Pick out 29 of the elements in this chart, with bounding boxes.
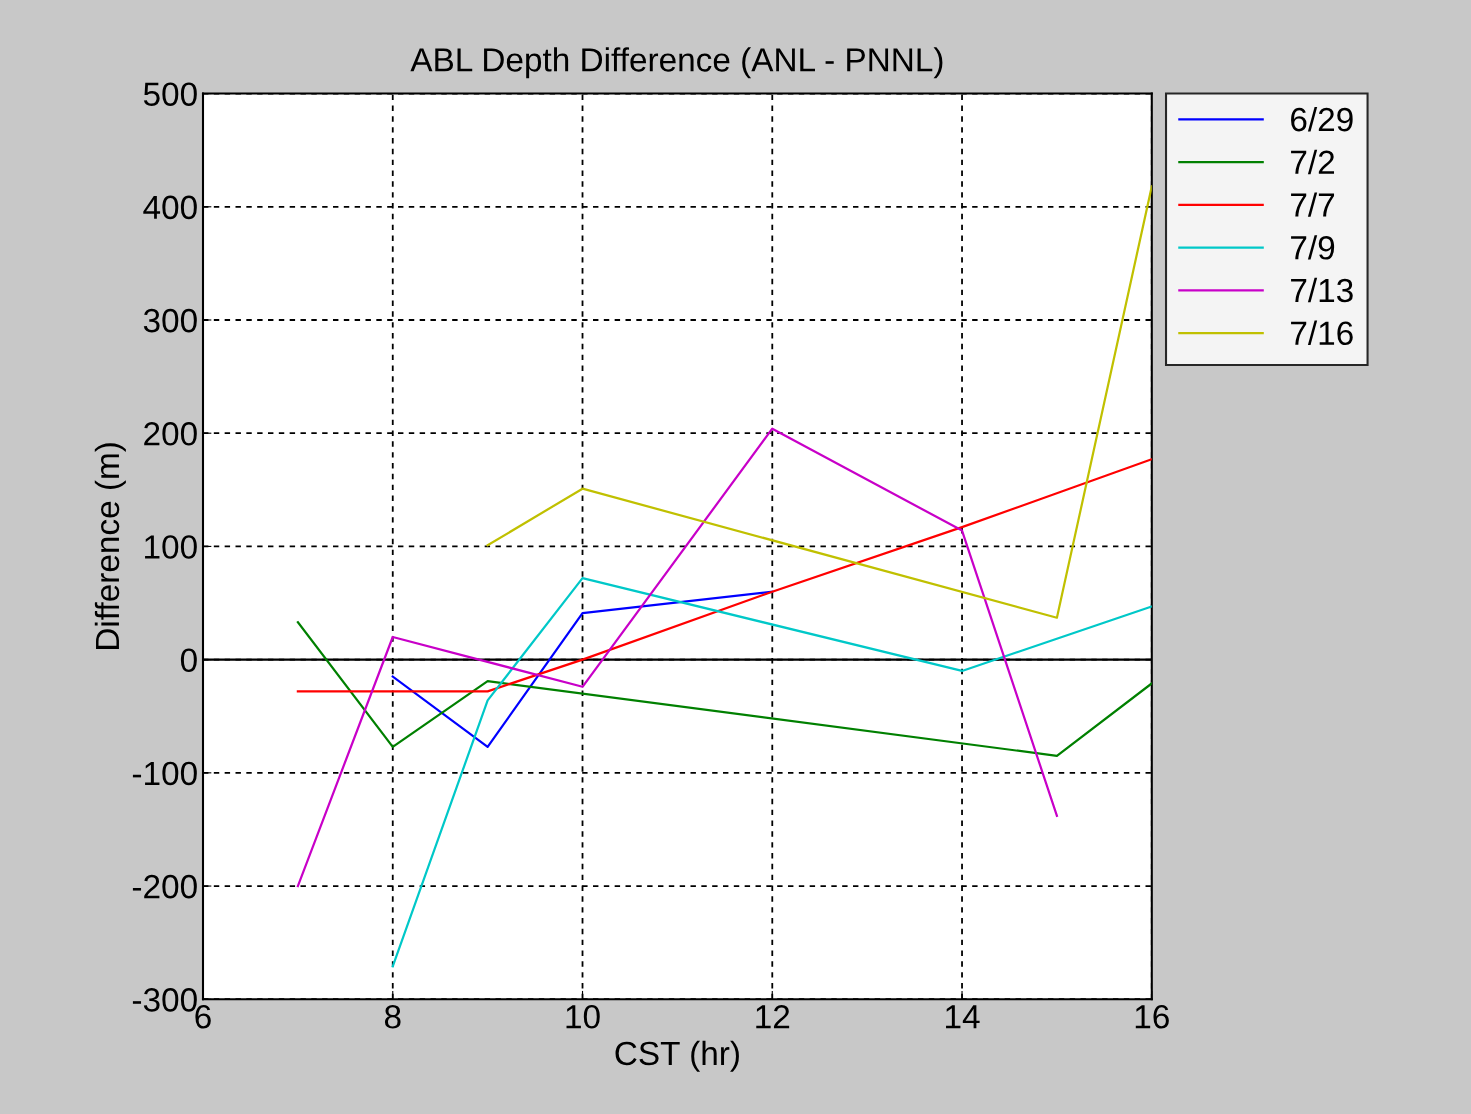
- line-series: [296, 621, 1152, 757]
- chart-title: ABL Depth Difference (ANL - PNNL): [410, 47, 943, 79]
- x-tick-label: 10: [566, 1005, 600, 1029]
- y-tick-label: -200: [132, 874, 197, 899]
- y-tick-label: -100: [132, 761, 197, 786]
- y-tick-label: 200: [144, 422, 197, 446]
- legend-label: 7/2: [1291, 149, 1335, 175]
- x-tick-label: 12: [756, 1005, 790, 1029]
- line-series: [296, 427, 1059, 888]
- y-tick-label: 100: [145, 535, 197, 559]
- legend-label: 7/13: [1291, 277, 1353, 303]
- x-tick-label: 8: [384, 1005, 401, 1029]
- legend-label: 7/9: [1291, 235, 1335, 260]
- x-axis-title: CST (hr): [615, 1040, 739, 1072]
- y-tick-label: 0: [180, 648, 197, 673]
- y-tick-label: 300: [143, 308, 197, 333]
- y-tick-label: 500: [143, 82, 197, 106]
- x-tick-label: 16: [1135, 1005, 1169, 1029]
- y-tick-label: -300: [132, 988, 197, 1012]
- y-tick-label: 400: [143, 195, 197, 220]
- legend-label: 6/29: [1291, 106, 1353, 132]
- x-tick-label: 6: [195, 1005, 211, 1029]
- x-tick-label: 14: [946, 1005, 980, 1029]
- line-series: [296, 458, 1152, 693]
- legend-label: 7/16: [1291, 320, 1353, 346]
- legend-label: 7/7: [1291, 192, 1335, 217]
- line-series: [391, 577, 1152, 968]
- y-axis-title: Difference (m): [94, 443, 126, 649]
- line-series: [486, 185, 1152, 619]
